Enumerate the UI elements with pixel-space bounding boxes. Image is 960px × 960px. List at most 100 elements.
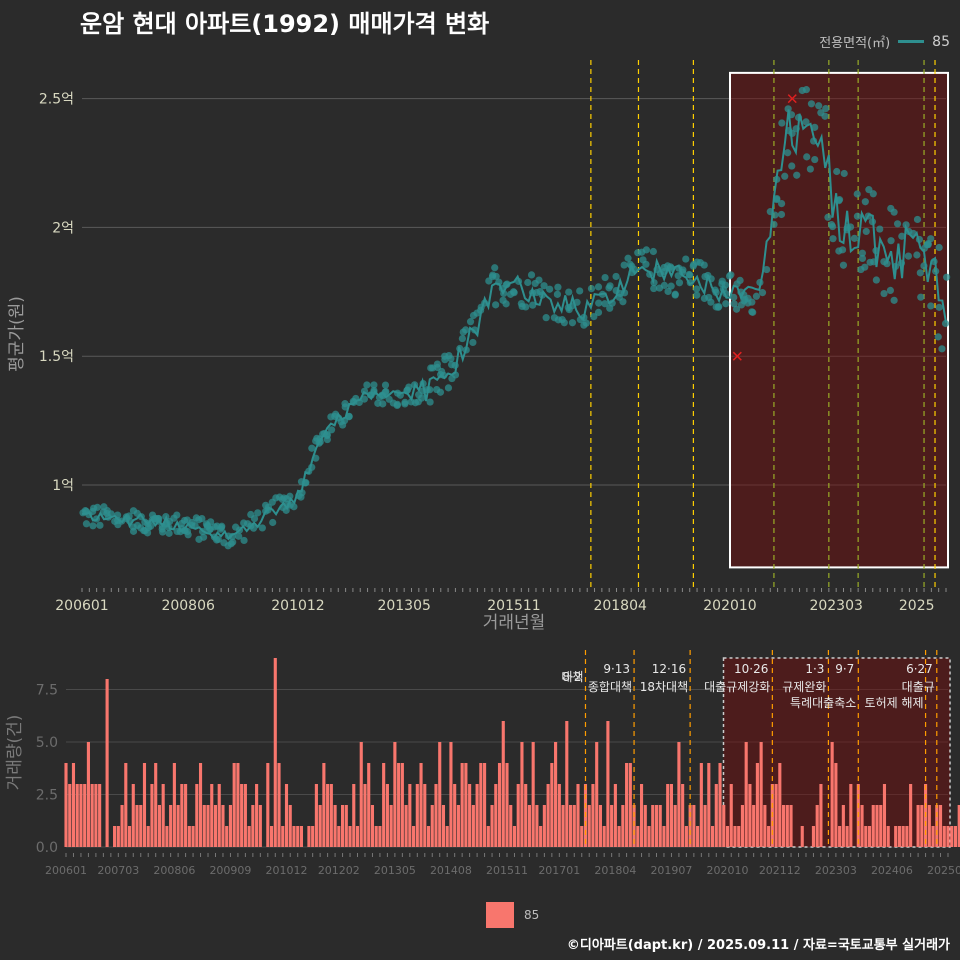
volume-bar (385, 784, 389, 847)
data-point (447, 355, 455, 363)
volume-bar (225, 826, 229, 847)
price-chart: 1억 1.5억 2억 2.5억 200601 200806 201012 201305 2015… (7, 60, 951, 633)
volume-bar (699, 763, 703, 847)
volume-bar (479, 763, 483, 847)
volume-bar (527, 805, 531, 847)
volume-chart: 0.0 2.5 5.0 7.5 거래량(건) 8·2대책 9·13 종합대책 12·16 18차대… (5, 650, 960, 877)
data-point (173, 511, 181, 519)
data-point (777, 199, 786, 208)
volume-bar (142, 763, 147, 847)
x-tick-label: 201804 (593, 598, 647, 614)
data-point (155, 515, 163, 523)
data-point (784, 105, 792, 113)
volume-bar (333, 805, 337, 847)
data-point (649, 247, 657, 256)
data-point (853, 212, 862, 220)
volume-bar (681, 784, 685, 847)
data-point (806, 165, 814, 173)
data-point (510, 289, 518, 297)
legend-title: 전용면적(㎡) (819, 36, 891, 51)
volume-bar (576, 784, 580, 847)
data-point (833, 167, 841, 176)
volume-bar (725, 826, 730, 847)
volume-bar (75, 784, 79, 847)
x-tick-label: 201012 (266, 864, 308, 877)
volume-bar (412, 826, 416, 847)
volume-bar (613, 784, 617, 847)
x-tick-label: 201305 (374, 864, 416, 877)
volume-bar (950, 826, 954, 847)
data-point (568, 319, 577, 327)
data-point (576, 287, 584, 295)
data-point (686, 271, 694, 279)
data-point (811, 123, 819, 131)
event-date-label: 9·7 (835, 662, 854, 676)
data-point (379, 400, 387, 408)
x-tick-label: 200601 (55, 598, 108, 614)
volume-bar (938, 805, 943, 847)
volume-bar (370, 805, 375, 847)
x-tick-label: 202112 (759, 864, 801, 877)
volume-bar (150, 784, 154, 847)
event-label: 토허제 해제 (865, 696, 924, 710)
y-tick-label: 2.5억 (39, 92, 74, 108)
volume-bar (456, 805, 460, 847)
data-point (890, 296, 898, 304)
data-point (943, 273, 951, 281)
volume-bar (946, 826, 950, 847)
data-point (913, 251, 921, 259)
volume-bar (916, 805, 920, 847)
y-tick-label: 2억 (52, 220, 74, 236)
data-point (821, 112, 829, 120)
data-point (858, 254, 867, 263)
data-point (143, 529, 152, 537)
data-point (436, 388, 445, 396)
data-point (466, 318, 475, 326)
x-tick-label: 2025 (899, 598, 935, 614)
data-point (730, 293, 738, 301)
data-point (707, 298, 715, 306)
data-point (778, 119, 786, 127)
data-point (682, 255, 690, 263)
data-point (850, 234, 859, 242)
data-point (93, 503, 101, 511)
data-point (535, 276, 543, 284)
volume-bar (752, 805, 756, 847)
data-point (917, 293, 925, 301)
volume-bar (266, 763, 270, 847)
volume-bar (329, 784, 333, 847)
data-point (403, 386, 412, 394)
volume-bar (311, 826, 315, 847)
data-point (492, 301, 500, 309)
volume-bar (464, 763, 468, 847)
data-point (758, 289, 767, 297)
data-point (840, 169, 848, 178)
y-tick-label: 2.5 (36, 788, 58, 804)
volume-bar (284, 784, 289, 847)
volume-bar (419, 763, 423, 847)
volume-bar (845, 826, 849, 847)
data-point (286, 492, 294, 500)
volume-bar (692, 805, 696, 847)
volume-bar (269, 826, 274, 847)
volume-bar (348, 826, 352, 847)
data-point (693, 285, 701, 293)
data-point (736, 276, 744, 285)
volume-bar (120, 805, 124, 847)
volume-bar (606, 721, 610, 847)
volume-bar (415, 784, 419, 847)
volume-bar (811, 826, 816, 847)
event-label: 18차대책 (640, 679, 688, 694)
volume-bar (299, 826, 304, 847)
data-point (605, 284, 613, 292)
data-point (540, 282, 548, 290)
volume-bar (352, 784, 356, 847)
volume-bar (610, 805, 614, 847)
volume-bar (116, 826, 120, 847)
data-point (524, 278, 532, 287)
data-point (904, 252, 912, 260)
volume-bar (875, 805, 879, 847)
volume-bar (722, 805, 726, 847)
volume-bar (595, 742, 599, 847)
volume-bar (550, 763, 554, 847)
